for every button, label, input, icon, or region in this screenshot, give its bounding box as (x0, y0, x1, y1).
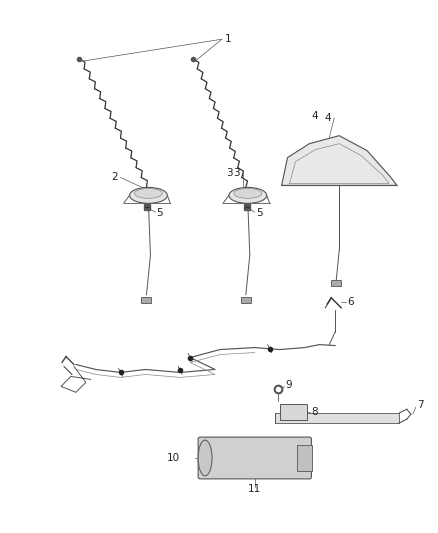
Text: 1: 1 (225, 34, 232, 44)
Ellipse shape (130, 188, 167, 203)
Text: 10: 10 (167, 453, 180, 463)
Ellipse shape (234, 188, 262, 198)
Text: 5: 5 (256, 208, 262, 219)
Text: 5: 5 (156, 208, 163, 219)
Polygon shape (282, 136, 397, 185)
Bar (275, 413, 399, 423)
Text: 9: 9 (286, 381, 292, 390)
Text: 6: 6 (347, 297, 354, 307)
Text: 7: 7 (417, 400, 424, 410)
Bar (331, 280, 341, 286)
Text: 2: 2 (111, 173, 118, 182)
Bar (241, 297, 251, 303)
Text: 4: 4 (311, 111, 318, 121)
Text: 3: 3 (233, 168, 240, 179)
Ellipse shape (229, 188, 267, 203)
FancyBboxPatch shape (198, 437, 311, 479)
Bar (297, 445, 312, 471)
Text: 4: 4 (325, 113, 331, 123)
Text: 11: 11 (248, 484, 261, 494)
Ellipse shape (134, 188, 162, 198)
Bar (141, 297, 152, 303)
Bar (279, 404, 307, 420)
Ellipse shape (198, 440, 212, 476)
Text: 8: 8 (311, 407, 318, 417)
Text: 3: 3 (226, 168, 233, 179)
